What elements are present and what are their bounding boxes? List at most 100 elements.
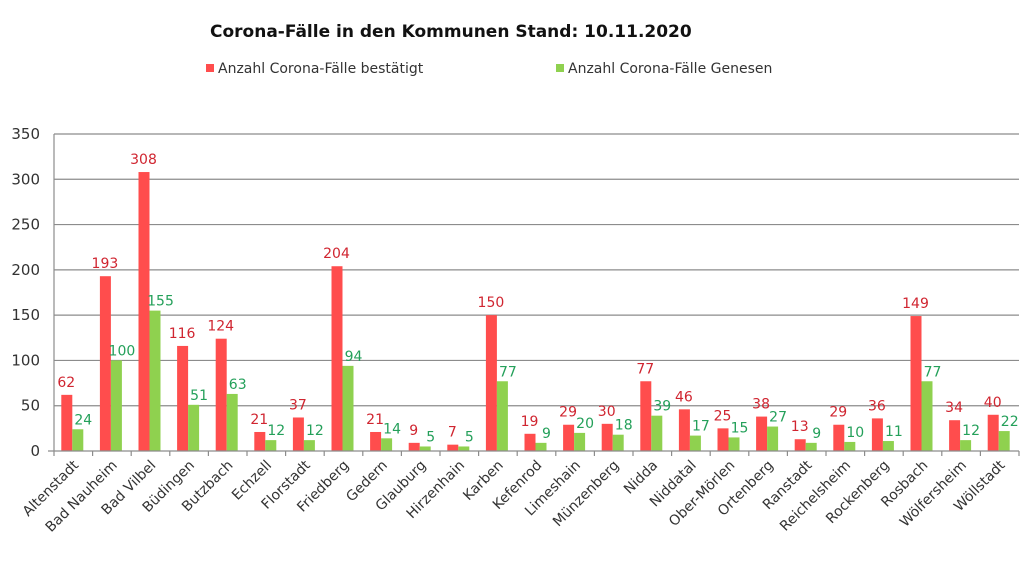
bar-confirmed (292, 417, 304, 451)
data-label-recovered: 94 (345, 349, 363, 365)
data-label-recovered: 77 (924, 364, 942, 380)
bar-recovered (689, 435, 701, 451)
bar-recovered (574, 432, 586, 451)
data-label-recovered: 63 (229, 377, 247, 393)
y-tick-label: 300 (11, 170, 40, 188)
data-label-confirmed: 204 (323, 246, 350, 262)
bar-confirmed (678, 409, 690, 451)
data-label-confirmed: 308 (130, 152, 157, 168)
bar-recovered (188, 404, 200, 451)
bar-confirmed (987, 414, 999, 451)
data-label-confirmed: 30 (598, 404, 616, 420)
bar-recovered (960, 440, 972, 451)
data-label-confirmed: 34 (945, 400, 963, 416)
data-label-recovered: 9 (812, 426, 821, 442)
bar-recovered (921, 381, 933, 451)
bar-confirmed (408, 442, 420, 451)
data-labels: 6224193100308155116511246321123712204942… (57, 152, 1018, 445)
bar-recovered (844, 441, 856, 451)
bar-recovered (110, 360, 122, 451)
data-label-recovered: 39 (653, 399, 671, 415)
data-label-confirmed: 40 (984, 395, 1002, 411)
y-tick-label: 200 (11, 261, 40, 279)
bar-recovered (303, 440, 315, 451)
y-tick-label: 150 (11, 306, 40, 324)
data-label-recovered: 77 (499, 364, 517, 380)
legend: Anzahl Corona-Fälle bestätigt Anzahl Cor… (206, 61, 772, 77)
bar-confirmed (138, 172, 150, 452)
bar-confirmed (215, 338, 227, 451)
bar-confirmed (524, 433, 536, 451)
data-label-confirmed: 29 (829, 405, 847, 421)
data-label-recovered: 100 (109, 343, 136, 359)
bar-recovered (767, 426, 779, 451)
data-label-confirmed: 36 (868, 398, 886, 414)
y-tick-label: 50 (21, 397, 40, 415)
y-tick-label: 250 (11, 216, 40, 234)
legend-swatch-confirmed (206, 64, 214, 72)
data-label-confirmed: 21 (366, 412, 384, 428)
bar-confirmed (871, 418, 883, 451)
data-label-confirmed: 25 (714, 408, 732, 424)
data-label-recovered: 155 (147, 294, 174, 310)
y-axis-ticks: 0 50 100 150 200 250 300 350 (11, 125, 40, 460)
bar-confirmed (756, 416, 768, 451)
bar-recovered (728, 437, 740, 451)
data-label-confirmed: 7 (448, 425, 457, 441)
bar-recovered (342, 365, 354, 451)
bar-confirmed (177, 345, 189, 451)
bar-confirmed (254, 431, 266, 451)
bar-confirmed (794, 439, 806, 451)
data-label-recovered: 5 (465, 429, 474, 445)
bar-recovered (149, 310, 161, 451)
bar-confirmed (61, 394, 73, 451)
bar-recovered (419, 446, 431, 451)
bar-confirmed (331, 266, 343, 451)
y-tick-label: 0 (30, 442, 40, 460)
bar-recovered (535, 442, 547, 451)
data-label-confirmed: 29 (559, 405, 577, 421)
data-label-recovered: 9 (542, 426, 551, 442)
bar-recovered (805, 442, 817, 451)
bar-confirmed (99, 276, 111, 451)
bar-recovered (72, 429, 84, 451)
data-label-confirmed: 124 (207, 319, 234, 335)
bar-confirmed (717, 428, 729, 451)
bar-recovered (612, 434, 624, 451)
bar-recovered (882, 441, 894, 451)
bars (61, 172, 1010, 452)
data-label-recovered: 11 (885, 424, 903, 440)
data-label-confirmed: 193 (92, 256, 119, 272)
data-label-confirmed: 9 (409, 423, 418, 439)
y-tick-label: 100 (11, 351, 40, 369)
legend-label-confirmed: Anzahl Corona-Fälle bestätigt (218, 61, 424, 77)
data-label-confirmed: 116 (169, 326, 196, 342)
data-label-recovered: 12 (267, 423, 285, 439)
bar-confirmed (563, 424, 575, 451)
legend-label-recovered: Anzahl Corona-Fälle Genesen (568, 61, 772, 77)
data-label-recovered: 51 (190, 388, 208, 404)
data-label-recovered: 14 (383, 421, 401, 437)
data-label-confirmed: 62 (57, 375, 75, 391)
data-label-confirmed: 13 (791, 419, 809, 435)
data-label-confirmed: 149 (902, 296, 929, 312)
data-label-confirmed: 46 (675, 389, 693, 405)
bar-recovered (381, 438, 393, 451)
bar-recovered (226, 393, 238, 451)
data-label-recovered: 17 (692, 419, 710, 435)
bar-recovered (651, 415, 663, 451)
data-label-recovered: 15 (731, 420, 749, 436)
data-label-recovered: 27 (769, 410, 787, 426)
legend-swatch-recovered (556, 64, 564, 72)
data-label-recovered: 12 (306, 423, 324, 439)
bar-confirmed (485, 315, 497, 451)
bar-confirmed (833, 424, 845, 451)
bar-confirmed (910, 316, 922, 451)
data-label-recovered: 10 (846, 425, 864, 441)
bar-confirmed (601, 423, 613, 451)
data-label-confirmed: 38 (752, 397, 770, 413)
y-tick-label: 350 (11, 125, 40, 143)
bar-recovered (496, 381, 508, 451)
